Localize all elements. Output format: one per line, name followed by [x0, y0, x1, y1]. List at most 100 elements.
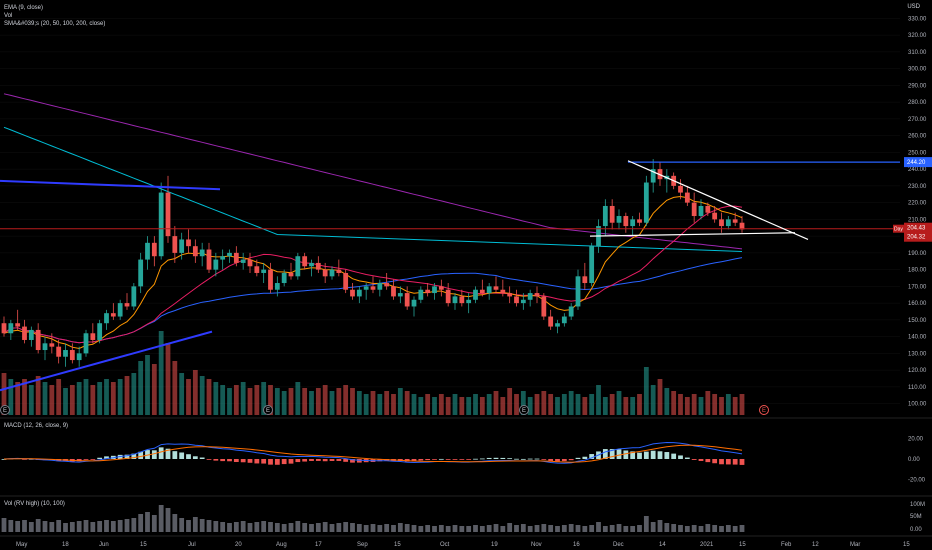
- price-tick-label: 160.00: [908, 301, 927, 307]
- vol-rv-bar: [8, 520, 14, 532]
- macd-hist-bar: [630, 451, 636, 459]
- candle-body: [637, 219, 642, 223]
- vol-rv-bar: [206, 520, 212, 532]
- candle-body: [329, 269, 335, 277]
- vol-rv-bar: [83, 520, 89, 532]
- volume-bar: [541, 391, 547, 415]
- volume-bar: [179, 373, 185, 415]
- volume-bar: [678, 394, 683, 415]
- vol-rv-bar: [124, 519, 130, 532]
- candle-body: [247, 259, 253, 267]
- time-tick-label: Feb: [781, 542, 792, 548]
- vol-rv-bar: [719, 526, 724, 532]
- volume-bar: [555, 397, 560, 415]
- volume-bar: [220, 385, 226, 415]
- macd-hist-bar: [254, 459, 260, 464]
- candle-body: [138, 259, 144, 287]
- vol-rv-bar: [56, 520, 62, 532]
- trendline-upper: [0, 179, 221, 191]
- time-tick-label: Nov: [531, 542, 542, 548]
- vol-rv-bar: [329, 524, 335, 532]
- volume-bar: [418, 397, 424, 415]
- candle-body: [117, 303, 123, 317]
- triangle-lower-line: [589, 232, 796, 237]
- vol-rv-bar: [486, 525, 492, 532]
- candle-body: [575, 276, 581, 307]
- macd-hist-bar: [705, 459, 711, 463]
- vol-rv-bar: [650, 522, 656, 532]
- macd-hist-bar: [568, 459, 574, 461]
- macd-hist-bar: [719, 459, 724, 465]
- vol-rv-bar: [15, 521, 21, 532]
- macd-hist-bar: [261, 459, 267, 464]
- vol-rv-bar: [555, 526, 560, 532]
- time-tick-label: Dec: [613, 542, 624, 548]
- candle-body: [712, 212, 718, 220]
- vol-rv-bar: [343, 522, 349, 532]
- volume-bar: [288, 388, 294, 415]
- vol-rv-bar: [35, 519, 41, 532]
- volume-bar: [309, 391, 314, 415]
- candle-body: [213, 259, 219, 270]
- macd-hist-bar: [274, 459, 280, 465]
- macd-hist-bar: [90, 459, 96, 460]
- macd-tick-label: 20.00: [908, 436, 924, 442]
- vol-rv-bar: [356, 524, 362, 532]
- price-tick-label: 290.00: [908, 83, 927, 89]
- candle-body: [1, 323, 7, 334]
- vol-rv-bar: [500, 526, 506, 532]
- candle-body: [15, 323, 21, 327]
- candle-body: [520, 299, 526, 304]
- price-tick-label: 140.00: [908, 335, 927, 341]
- vol-rv-bar: [336, 523, 342, 532]
- volume-bar: [514, 394, 519, 415]
- volume-bar: [295, 382, 301, 415]
- volume-bar: [452, 394, 458, 415]
- volume-bar: [527, 397, 533, 415]
- candle-body: [350, 289, 355, 297]
- macd-hist-bar: [548, 459, 554, 461]
- macd-hist-bar: [227, 459, 232, 462]
- signal-line: [3, 444, 743, 463]
- macd-hist-bar: [315, 459, 321, 461]
- last-price-badge: 204.43: [907, 226, 926, 232]
- vol-rv-bar: [179, 518, 185, 532]
- legend-vol-rv: Vol (RV high) (10, 100): [4, 501, 65, 507]
- vol-rv-bar: [643, 516, 649, 532]
- macd-hist-bar: [233, 459, 239, 463]
- volume-bar: [261, 382, 267, 415]
- volume-bar: [732, 397, 738, 415]
- volume-bar: [671, 391, 677, 415]
- candle-body: [370, 286, 376, 290]
- candle-body: [561, 316, 567, 324]
- volume-bar: [616, 391, 622, 415]
- candle-body: [684, 192, 690, 203]
- volume-bar: [534, 394, 540, 415]
- candle-body: [145, 242, 150, 260]
- volume-bar: [548, 394, 554, 415]
- candle-body: [479, 289, 485, 294]
- macd-hist-bar: [534, 458, 540, 460]
- price-tick-label: 300.00: [908, 67, 927, 73]
- vol-rv-bar: [411, 525, 417, 532]
- vol-rv-bar: [1, 518, 7, 532]
- price-tick-label: 280.00: [908, 100, 927, 106]
- candle-body: [555, 323, 560, 327]
- volume-bar: [623, 397, 629, 415]
- candle-body: [630, 219, 636, 227]
- macd-hist-bar: [329, 459, 335, 461]
- macd-hist-bar: [350, 459, 355, 463]
- vol-rv-bar: [568, 524, 574, 532]
- volume-bar: [83, 379, 89, 415]
- candle-body: [732, 219, 738, 223]
- volume-bar: [664, 388, 670, 415]
- candle-body: [295, 256, 301, 277]
- time-tick-label: 18: [62, 542, 69, 548]
- vol-rv-bar: [678, 525, 683, 532]
- volume-bar: [705, 391, 711, 415]
- macd-hist-bar: [732, 459, 738, 465]
- candle-body: [486, 286, 492, 294]
- time-tick-label: 14: [659, 542, 666, 548]
- macd-hist-bar: [507, 458, 513, 460]
